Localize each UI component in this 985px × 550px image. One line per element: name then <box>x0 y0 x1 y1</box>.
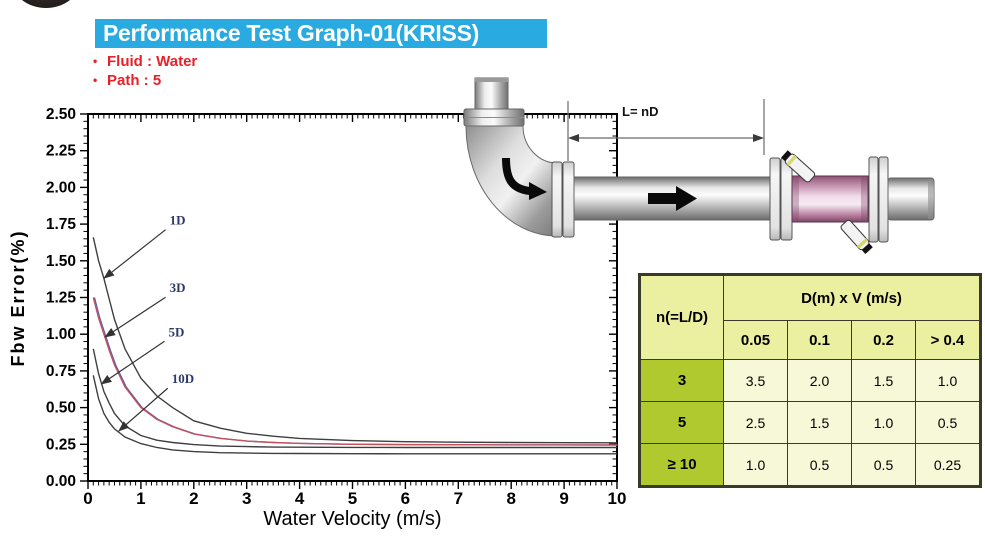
dimension-label: L= nD <box>622 104 658 119</box>
series-10D-line <box>92 375 617 455</box>
curve-label-1D: 1D <box>170 213 186 228</box>
y-tick-label: 0.75 <box>46 363 77 380</box>
curve-label-3D: 3D <box>170 280 186 295</box>
meter-outlet-flange <box>868 156 889 243</box>
table-span-header: D(m) x V (m/s) <box>723 274 981 321</box>
table-column-header: 0.05 <box>723 320 788 360</box>
bullet-list: • Fluid : Water • Path : 5 <box>93 52 197 90</box>
y-tick-label: 2.00 <box>46 179 76 196</box>
table-row-header: 5 <box>639 401 724 444</box>
upstream-flange <box>551 161 575 238</box>
series-1D-line <box>92 237 618 444</box>
table-cell: 0.25 <box>915 443 981 487</box>
table-column-header: 0.2 <box>851 320 916 360</box>
bullet-icon: • <box>93 73 98 87</box>
table-row-header: 3 <box>639 359 724 402</box>
title-bar: Performance Test Graph-01(KRISS) <box>95 19 547 48</box>
corner-sphere-decoration <box>13 0 79 8</box>
x-tick-label: 9 <box>559 489 568 508</box>
bullet-icon: • <box>93 54 98 68</box>
meter-inlet-flange <box>769 157 793 241</box>
y-tick-label: 1.25 <box>46 290 77 307</box>
x-tick-label: 8 <box>506 489 515 508</box>
series-5D-line <box>92 348 617 449</box>
x-tick-label: 7 <box>454 489 463 508</box>
y-tick-label: 0.25 <box>46 436 77 453</box>
table-cell: 2.5 <box>723 401 788 444</box>
flow-bend-arrow <box>502 157 531 195</box>
requirement-table-wrap: n(=L/D) D(m) x V (m/s) 0.05 0.1 0.2 > 0.4 3 3.5… <box>638 273 982 488</box>
flow-arrow <box>648 186 697 211</box>
x-tick-label: 5 <box>348 489 357 508</box>
annotation-leader-line <box>104 296 166 338</box>
curve-label-10D: 10D <box>172 371 194 386</box>
y-tick-label: 0.00 <box>46 473 76 490</box>
table-cell: 1.0 <box>851 401 916 444</box>
y-axis-title: Fbw Error(%) <box>8 229 28 366</box>
y-tick-label: 1.00 <box>46 326 76 343</box>
transducer-upstream <box>781 150 816 183</box>
table-row-header: ≥ 10 <box>639 443 724 487</box>
y-tick-label: 0.50 <box>46 400 76 417</box>
flow-meter-body <box>791 175 869 223</box>
y-tick-label: 2.50 <box>46 106 76 123</box>
annotation-leader-line <box>103 229 166 279</box>
table-row: 3 3.5 2.0 1.5 1.0 <box>639 359 981 402</box>
annotation-leader-line <box>118 387 169 432</box>
pipe-diagram: L= nD <box>463 77 935 254</box>
table-row: 5 2.5 1.5 1.0 0.5 <box>639 401 981 444</box>
table-cell: 0.5 <box>787 443 852 487</box>
axis-ticks: 0 1 2 3 4 5 6 7 8 9 10 0.00 0.25 0.50 0.75 1.00 1.25 1.50… <box>46 106 627 508</box>
annotation-leader-line <box>100 340 165 385</box>
table-cell: 0.5 <box>851 443 916 487</box>
x-tick-label: 4 <box>295 489 305 508</box>
table-cell: 1.5 <box>851 359 916 402</box>
x-tick-label: 3 <box>242 489 251 508</box>
bullet-fluid: • Fluid : Water <box>93 53 198 70</box>
table-row: ≥ 10 1.0 0.5 0.5 0.25 <box>639 443 981 487</box>
table-cell: 1.5 <box>787 401 852 444</box>
dimension <box>567 99 765 161</box>
inlet-pipe <box>463 77 525 127</box>
page-title: Performance Test Graph-01(KRISS) <box>103 20 479 46</box>
y-tick-label: 1.75 <box>46 216 77 233</box>
series-3D-line <box>92 297 618 446</box>
y-tick-label: 2.25 <box>46 143 77 160</box>
table-cell: 2.0 <box>787 359 852 402</box>
table-column-header: > 0.4 <box>915 320 981 360</box>
curve-label-5D: 5D <box>169 324 185 339</box>
table-cell: 1.0 <box>723 443 788 487</box>
table-cell: 3.5 <box>723 359 788 402</box>
y-tick-label: 1.50 <box>46 253 76 270</box>
x-tick-label: 6 <box>401 489 410 508</box>
outlet-pipe <box>887 177 935 221</box>
elbow <box>465 125 558 237</box>
x-tick-label: 0 <box>83 489 92 508</box>
x-tick-label: 2 <box>189 489 198 508</box>
table-cell: 0.5 <box>915 401 981 444</box>
x-tick-label: 1 <box>136 489 145 508</box>
table-column-header: 0.1 <box>787 320 852 360</box>
table-corner-header: n(=L/D) <box>639 274 724 360</box>
requirement-table: n(=L/D) D(m) x V (m/s) 0.05 0.1 0.2 > 0.4 3 3.5… <box>638 273 982 488</box>
x-axis-title: Water Velocity (m/s) <box>263 508 441 530</box>
bullet-path: • Path : 5 <box>93 72 162 89</box>
x-tick-label: 10 <box>608 489 627 508</box>
table-cell: 1.0 <box>915 359 981 402</box>
transducer-downstream <box>840 219 873 254</box>
